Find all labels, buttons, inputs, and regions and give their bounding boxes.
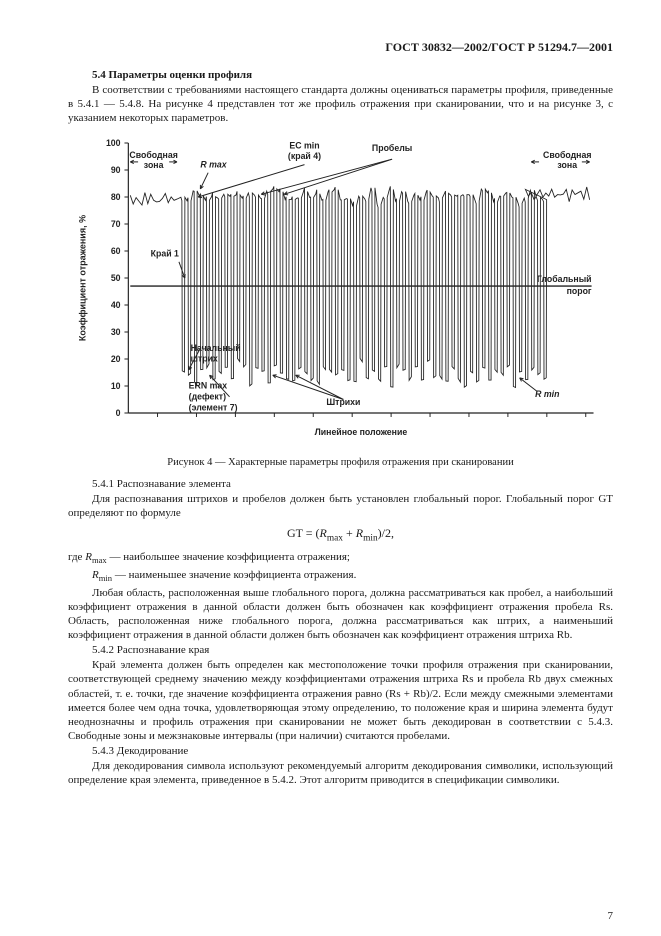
formula-gt: GT = (Rmax + Rmin)/2, <box>68 526 613 543</box>
svg-text:Свободная: Свободная <box>129 150 177 160</box>
svg-text:ERN max: ERN max <box>189 381 227 391</box>
svg-text:70: 70 <box>111 219 121 229</box>
svg-text:90: 90 <box>111 165 121 175</box>
where-rmax: где Rmax — наибольшее значение коэффицие… <box>68 550 613 566</box>
svg-text:Край 1: Край 1 <box>151 249 179 259</box>
sub-5-4-3-p1: Для декодирования символа используют рек… <box>68 759 613 787</box>
svg-text:20: 20 <box>111 354 121 364</box>
sub-5-4-3-title: 5.4.3 Декодирование <box>68 745 613 757</box>
svg-text:порог: порог <box>567 286 592 296</box>
section-5-4-intro: В соответствии с требованиями настоящего… <box>68 83 613 125</box>
where-rmin: Rmin — наименьшее значение коэффициента … <box>68 568 613 584</box>
svg-text:80: 80 <box>111 192 121 202</box>
sub-5-4-2-title: 5.4.2 Распознавание края <box>68 644 613 656</box>
sub-5-4-1-p1: Для распознавания штрихов и пробелов дол… <box>68 492 613 520</box>
sub-5-4-1-p2: Любая область, расположенная выше глобал… <box>68 586 613 642</box>
sub-5-4-2-p1: Край элемента должен быть определен как … <box>68 658 613 742</box>
svg-text:10: 10 <box>111 381 121 391</box>
svg-text:R max: R max <box>200 159 227 169</box>
svg-text:30: 30 <box>111 327 121 337</box>
where-prefix: где <box>68 551 85 563</box>
svg-text:100: 100 <box>106 138 121 148</box>
page-number: 7 <box>608 910 614 922</box>
svg-text:(элемент 7): (элемент 7) <box>189 402 238 412</box>
figure-4: 0 10 20 30 40 50 60 70 80 90 100 Коэффициент отраже… <box>68 131 613 451</box>
where-rmax-text: — наибольшее значение коэффициента отраж… <box>107 551 350 563</box>
svg-text:Коэффициент отражения, %: Коэффициент отражения, % <box>78 215 88 341</box>
figure-4-caption: Рисунок 4 — Характерные параметры профил… <box>68 457 613 468</box>
svg-text:зона: зона <box>144 160 164 170</box>
svg-text:R min: R min <box>535 389 560 399</box>
where-rmin-text: — наименьшее значение коэффициента отраж… <box>112 569 356 581</box>
svg-text:(край 4): (край 4) <box>288 151 321 161</box>
document-header: ГОСТ 30832—2002/ГОСТ Р 51294.7—2001 <box>68 40 613 55</box>
svg-text:Штрихи: Штрихи <box>326 397 360 407</box>
svg-text:50: 50 <box>111 273 121 283</box>
svg-text:Глобальный: Глобальный <box>537 274 592 284</box>
sub-5-4-1-title: 5.4.1 Распознавание элемента <box>68 478 613 490</box>
svg-text:Пробелы: Пробелы <box>372 143 412 153</box>
svg-text:зона: зона <box>557 160 577 170</box>
svg-text:Свободная: Свободная <box>543 150 591 160</box>
svg-text:0: 0 <box>116 408 121 418</box>
svg-text:EC min: EC min <box>289 141 319 151</box>
svg-text:(дефект): (дефект) <box>189 392 226 402</box>
section-5-4-title: 5.4 Параметры оценки профиля <box>68 69 613 81</box>
svg-text:Линейное положение: Линейное положение <box>315 427 408 437</box>
svg-text:40: 40 <box>111 300 121 310</box>
svg-text:60: 60 <box>111 246 121 256</box>
